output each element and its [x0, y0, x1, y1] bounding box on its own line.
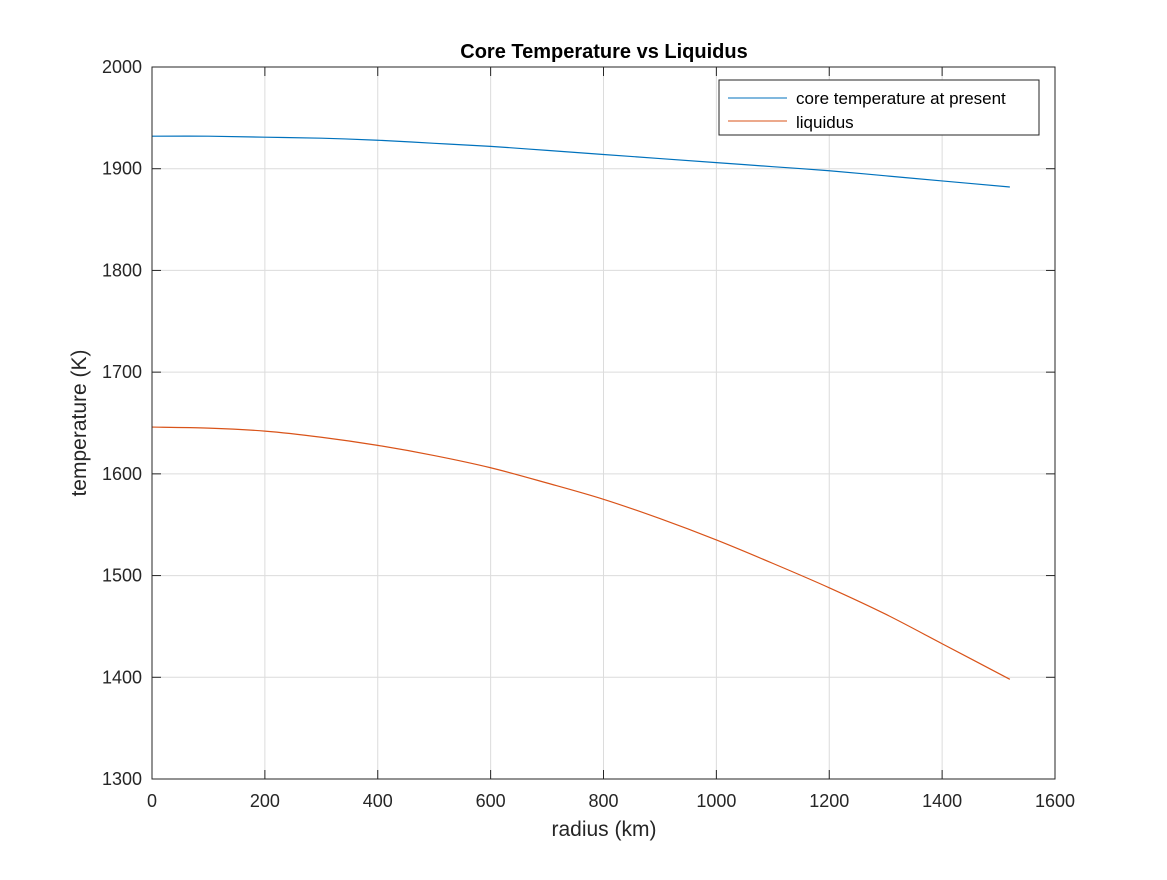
x-tick-label: 600 [476, 791, 506, 811]
chart-title: Core Temperature vs Liquidus [460, 41, 747, 63]
x-tick-label: 1000 [696, 791, 736, 811]
x-tick-label: 1400 [922, 791, 962, 811]
y-tick-label: 1300 [102, 769, 142, 789]
grid-layer [151, 66, 1056, 780]
y-tick-label: 1800 [102, 260, 142, 280]
y-tick-label: 1900 [102, 159, 142, 179]
y-axis-label: temperature (K) [68, 349, 91, 496]
series-line-liquidus [151, 426, 1011, 680]
y-tick-label: 1700 [102, 362, 142, 382]
x-axis-label: radius (km) [551, 818, 656, 841]
series-layer [151, 135, 1011, 680]
x-tick-label: 1200 [809, 791, 849, 811]
y-tick-label: 1500 [102, 566, 142, 586]
legend-label-liquidus: liquidus [796, 113, 854, 132]
legend-box [718, 79, 1040, 136]
axes-layer: 0 200 400 600 800 1000 1200 1400 1600 1300 1400 150… [102, 57, 1075, 811]
x-tick-label: 400 [363, 791, 393, 811]
x-tick-label: 200 [250, 791, 280, 811]
x-tick-label: 0 [147, 791, 157, 811]
x-tick-label: 800 [588, 791, 618, 811]
legend: core temperature at present liquidus [718, 79, 1040, 136]
legend-label-core-temperature: core temperature at present [796, 89, 1006, 108]
y-tick-label: 1600 [102, 464, 142, 484]
y-tick-label: 2000 [102, 57, 142, 77]
series-line-core-temperature [151, 135, 1010, 188]
x-tick-label: 1600 [1035, 791, 1075, 811]
y-tick-label: 1400 [102, 667, 142, 687]
